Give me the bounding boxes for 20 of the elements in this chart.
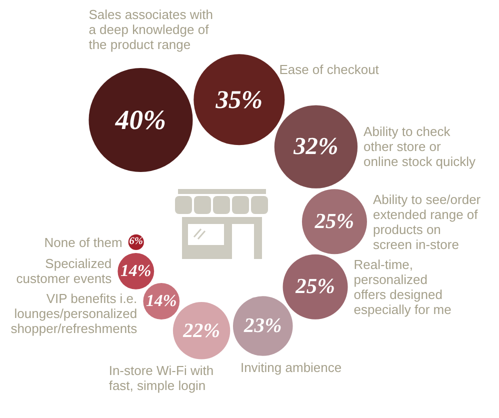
category-label: Specialized customer events [15, 256, 112, 286]
category-label: Ease of checkout [279, 62, 380, 77]
data-label: 32% [294, 132, 338, 160]
data-label: 14% [120, 260, 152, 280]
data-label: 14% [146, 290, 177, 310]
category-label: Inviting ambience [240, 360, 343, 375]
data-label: 35% [216, 84, 263, 114]
category-label: Ability to check other store or online stock quickly [364, 124, 477, 170]
data-label: 23% [244, 314, 282, 337]
category-label: Real-time, personalized offers designed especially for me [354, 256, 452, 317]
data-label: 40% [115, 104, 166, 136]
category-label: Ability to see/order extended range of products on screen in-store [372, 192, 482, 252]
data-label: 6% [129, 236, 143, 248]
category-label: In-store Wi-Fi with fast, simple login [108, 363, 215, 394]
category-label: None of them [43, 234, 122, 250]
data-label: 25% [314, 208, 354, 233]
data-label: 22% [183, 320, 220, 342]
category-label: Sales associates with a deep knowledge of the product range [88, 7, 214, 52]
data-label: 25% [296, 274, 335, 298]
category-label: VIP benefits i.e. lounges/personalized shopper/refreshments [10, 291, 138, 336]
